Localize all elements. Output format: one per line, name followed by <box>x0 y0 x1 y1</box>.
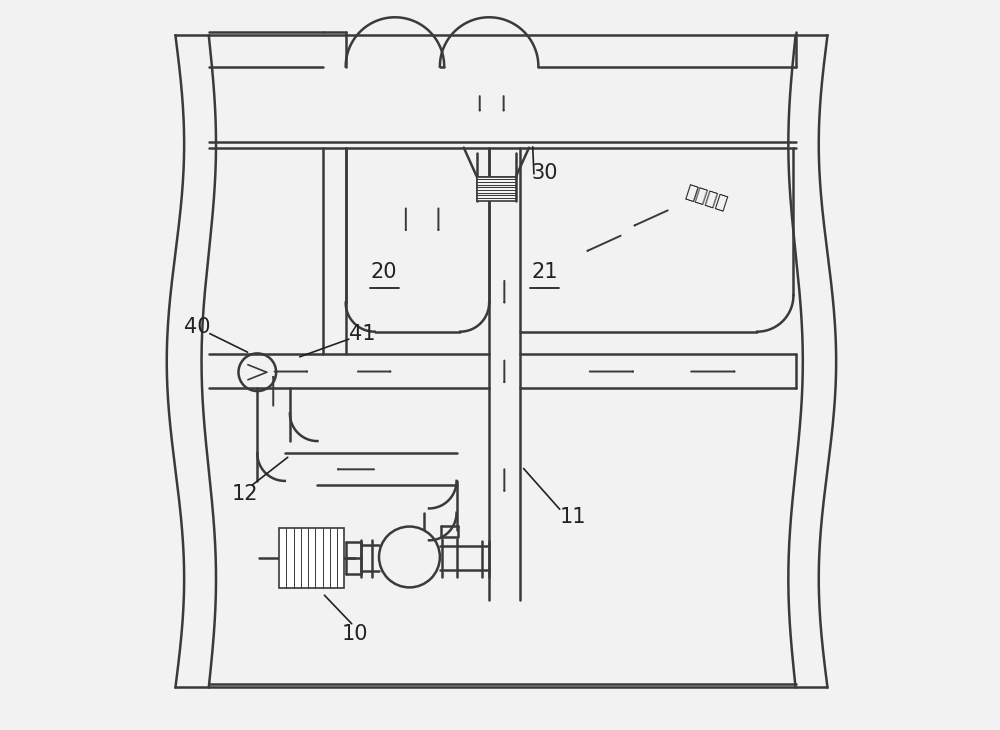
Text: 40: 40 <box>184 318 210 337</box>
Text: 20: 20 <box>371 262 397 283</box>
Text: 21: 21 <box>532 262 558 283</box>
Text: 11: 11 <box>559 507 586 527</box>
Text: 41: 41 <box>349 324 376 344</box>
Bar <box>477 177 516 201</box>
Text: 12: 12 <box>232 484 258 504</box>
Text: 30: 30 <box>532 163 558 183</box>
Text: 液体流向: 液体流向 <box>683 183 730 214</box>
Bar <box>279 528 344 588</box>
Text: 10: 10 <box>342 624 368 645</box>
